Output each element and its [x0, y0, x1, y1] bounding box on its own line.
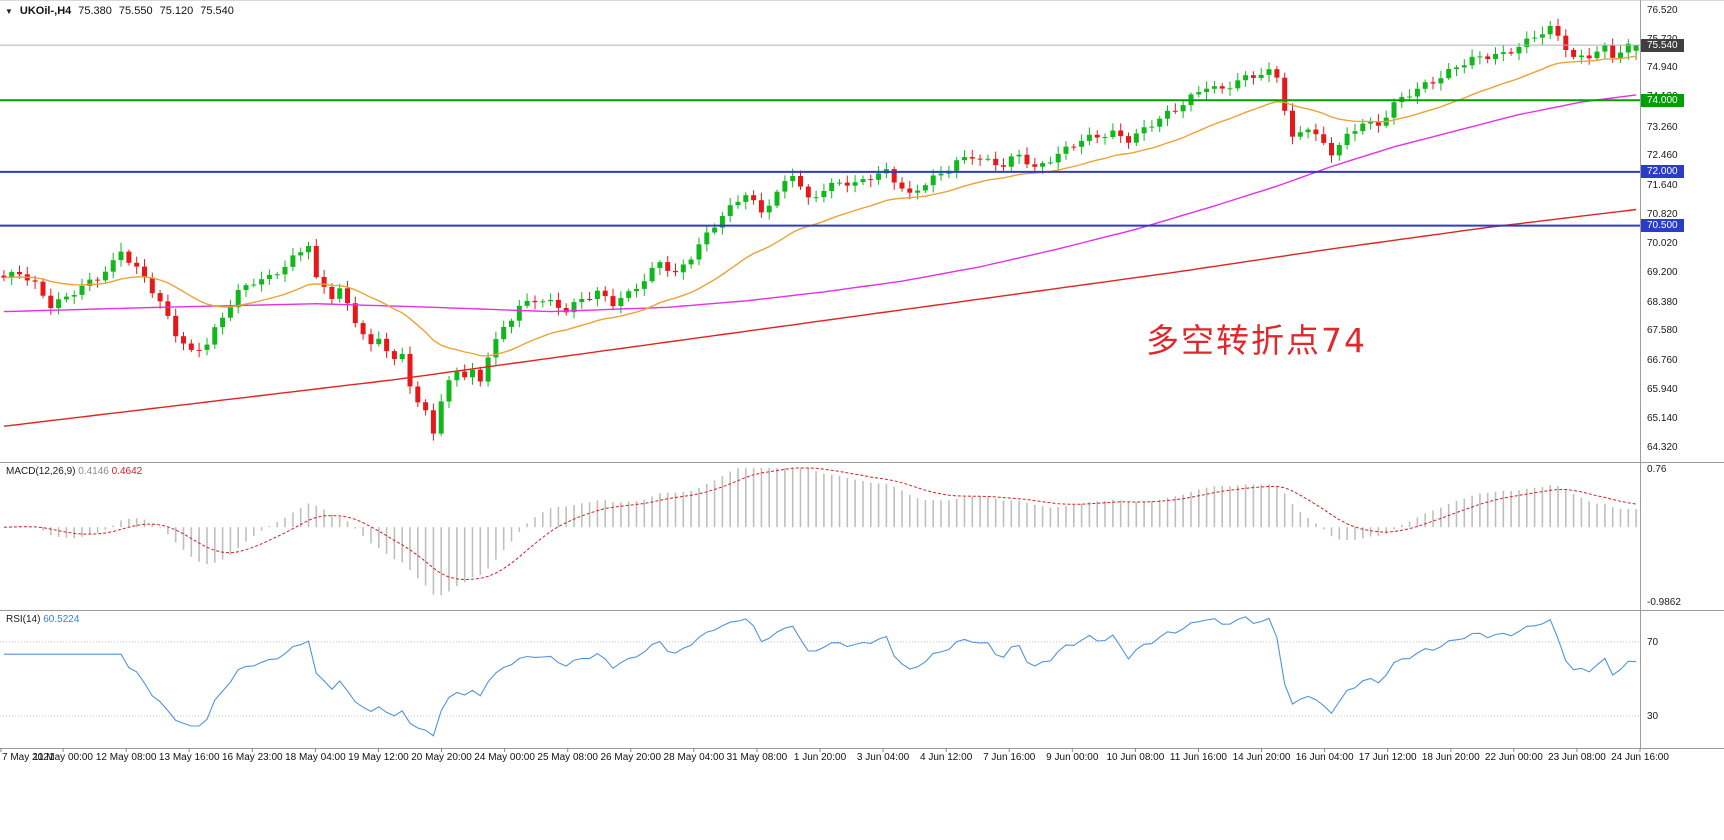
macd-signal-line	[3, 467, 1637, 581]
candlesticks[interactable]	[1, 18, 1639, 441]
level-price-badge: 74.000	[1641, 93, 1684, 107]
price-tick-label: 70.820	[1647, 209, 1678, 221]
macd-name: MACD(12,26,9)	[6, 466, 76, 477]
price-tick-label: 74.940	[1647, 61, 1678, 73]
price-tick-label: 64.320	[1647, 442, 1678, 453]
time-axis-label: 7 Jun 16:00	[983, 752, 1036, 763]
time-axis-label: 14 Jun 20:00	[1232, 752, 1291, 763]
time-axis-label: 31 May 08:00	[726, 752, 788, 763]
macd-indicator-label: MACD(12,26,9) 0.4146 0.4642	[6, 466, 142, 477]
macd-signal-value: 0.4642	[111, 466, 143, 477]
bid-price-badge: 75.540	[1641, 38, 1684, 52]
time-axis-label: 13 May 16:00	[158, 752, 220, 763]
price-tick-label: 76.520	[1647, 5, 1678, 16]
chart-header: ▼ UKOil-,H4 75.380 75.550 75.120 75.540	[5, 5, 234, 17]
time-axis-label: 18 May 04:00	[285, 752, 346, 763]
level-price-badge: 70.500	[1641, 219, 1684, 233]
ma-slow-line[interactable]	[3, 208, 1637, 427]
pane-separators	[0, 0, 1724, 752]
ma-fast-line[interactable]	[3, 55, 1637, 357]
price-tick-label: 70.020	[1647, 237, 1678, 249]
time-axis-label: 28 May 04:00	[663, 752, 725, 763]
price-tick-label: 72.460	[1647, 150, 1678, 162]
time-axis-label: 24 May 00:00	[474, 752, 535, 763]
rsi-indicator-label: RSI(14) 60.5224	[6, 614, 79, 625]
rsi-line	[3, 616, 1637, 737]
time-axis-label: 11 May 00:00	[33, 752, 93, 763]
price-tick-label: 65.140	[1647, 412, 1678, 424]
time-axis-label: 19 May 12:00	[348, 752, 409, 763]
time-axis-label: 12 May 08:00	[95, 752, 157, 763]
time-axis-label: 1 Jun 20:00	[793, 752, 847, 763]
time-axis-label: 18 Jun 20:00	[1421, 752, 1480, 763]
price-tick-label: 65.940	[1647, 383, 1678, 395]
rsi-value: 60.5224	[43, 614, 80, 625]
time-axis-label: 16 Jun 04:00	[1295, 752, 1354, 763]
ohlc-high-value: 75.550	[118, 5, 153, 17]
time-axis-label: 22 Jun 00:00	[1484, 752, 1543, 763]
chart-menu-triangle-icon[interactable]: ▼	[5, 6, 13, 16]
ohlc-close-value: 75.540	[200, 5, 234, 17]
ohlc-low-value: 75.120	[159, 5, 194, 17]
chart-annotation-text[interactable]: 多空转折点74	[1146, 321, 1367, 360]
price-tick-label: 66.760	[1647, 354, 1678, 366]
level-price-badge: 72.000	[1641, 165, 1684, 179]
time-axis-label: 4 Jun 12:00	[920, 752, 973, 763]
price-axis[interactable]	[1640, 0, 1724, 748]
time-axis-label: 24 Jun 16:00	[1611, 752, 1669, 763]
ohlc-open-value: 75.380	[78, 5, 112, 17]
time-axis-label: 9 Jun 00:00	[1046, 752, 1099, 763]
macd-axis-max-label: 0.76	[1647, 464, 1667, 475]
price-tick-label: 73.260	[1647, 121, 1678, 133]
rsi-name: RSI(14)	[6, 614, 41, 625]
price-tick-label: 71.640	[1647, 179, 1678, 191]
price-tick-label: 67.580	[1647, 325, 1678, 337]
time-axis-label: 26 May 20:00	[600, 752, 662, 763]
time-axis-label: 7 May 2021	[2, 752, 55, 763]
time-axis-label: 10 Jun 08:00	[1106, 752, 1165, 763]
price-tick-label: 68.380	[1647, 296, 1678, 308]
time-axis-label: 23 Jun 08:00	[1548, 752, 1606, 763]
time-axis-label: 11 Jun 16:00	[1169, 752, 1227, 763]
macd-axis-min-label: -0.9862	[1647, 597, 1681, 608]
ma-mid-line[interactable]	[3, 94, 1637, 313]
time-axis-label: 25 May 08:00	[537, 752, 598, 763]
symbol-timeframe-label: UKOil-,H4	[19, 5, 72, 17]
price-tick-label: 69.200	[1647, 267, 1678, 279]
macd-main-value: 0.4146	[78, 466, 109, 477]
rsi-level-30-label: 30	[1647, 711, 1659, 723]
time-axis-label: 3 Jun 04:00	[856, 752, 910, 763]
time-axis-label: 16 May 23:00	[221, 752, 283, 763]
time-axis-label: 17 Jun 12:00	[1358, 752, 1417, 763]
rsi-level-70-label: 70	[1647, 636, 1659, 648]
time-axis-label: 20 May 20:00	[411, 752, 472, 763]
